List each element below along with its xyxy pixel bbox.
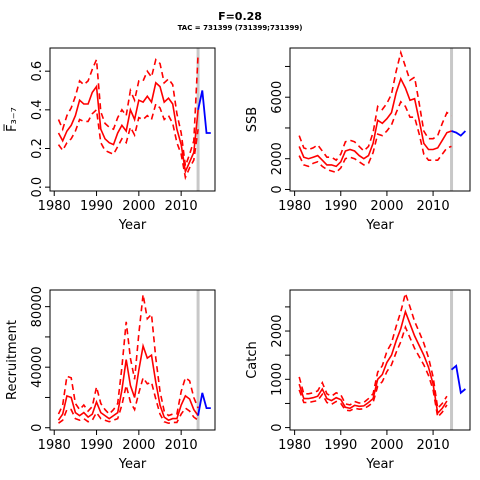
series-estimate	[298, 309, 448, 415]
x-tick-label: 2000	[370, 438, 403, 453]
x-tick-label: 1980	[38, 199, 71, 214]
series-projection	[450, 364, 466, 395]
y-axis-label: Catch	[245, 341, 260, 379]
panel-ssb: 1980 1990 2000 2010 0 2000 6000 Year SSB	[245, 47, 471, 233]
series-lower-ci	[298, 324, 448, 419]
series-estimate	[57, 81, 199, 175]
x-axis-label: Year	[118, 457, 147, 472]
series-estimate	[57, 342, 199, 422]
series-lower-ci	[57, 102, 199, 181]
y-tick-label: 0	[30, 424, 45, 432]
x-tick-label: 1980	[278, 438, 311, 453]
panel-recruitment: 1980 1990 2000 2010 0 40000 80000 Year Recruitme…	[5, 286, 216, 472]
series-upper-ci	[57, 53, 199, 167]
figure-title: F=0.28	[218, 10, 262, 23]
x-tick-label: 2000	[122, 199, 155, 214]
series-upper-ci	[298, 290, 448, 411]
x-tick-label: 2010	[417, 199, 450, 214]
y-tick-label: 0	[270, 423, 285, 431]
x-tick-label: 2010	[165, 199, 198, 214]
plot-frame	[289, 289, 471, 431]
y-axis-label: SSB	[245, 107, 260, 132]
x-axis-label: Year	[118, 218, 147, 233]
x-axis-label: Year	[365, 218, 394, 233]
x-tick-label: 1990	[80, 438, 113, 453]
y-tick-label: 0.0	[30, 177, 45, 198]
x-tick-label: 2000	[370, 199, 403, 214]
plot-frame	[49, 47, 216, 192]
series-lower-ci	[298, 100, 452, 174]
x-tick-label: 1980	[38, 438, 71, 453]
series-projection	[197, 392, 211, 416]
y-tick-label: 2000	[270, 314, 285, 347]
series-projection	[197, 90, 211, 134]
y-tick-label: 40000	[30, 347, 45, 388]
y-tick-label: 80000	[30, 286, 45, 327]
x-tick-label: 1980	[278, 199, 311, 214]
y-tick-label: 0.2	[30, 138, 45, 159]
series-estimate	[298, 76, 452, 168]
panel-fbar: 1980 1990 2000 2010 0.0 0.2 0.4 0.6 Year F̅₃₋₇	[4, 47, 216, 233]
x-tick-label: 2010	[165, 438, 198, 453]
y-axis-label: Recruitment	[5, 320, 20, 400]
series-lower-ci	[58, 375, 199, 425]
plot-frame	[49, 289, 216, 431]
series-upper-ci	[57, 294, 199, 417]
y-tick-label: 0.6	[30, 61, 45, 82]
y-tick-label: 1000	[270, 363, 285, 396]
y-axis-label: F̅₃₋₇	[4, 107, 20, 132]
figure-subtitle: TAC = 731399 (731399;731399)	[178, 24, 303, 32]
x-tick-label: 1990	[324, 438, 357, 453]
y-tick-label: 0	[270, 185, 285, 193]
x-axis-label: Year	[365, 457, 394, 472]
y-tick-label: 0.4	[30, 99, 45, 120]
plot-frame	[289, 47, 471, 192]
x-tick-label: 2000	[122, 438, 155, 453]
y-tick-label: 6000	[270, 81, 285, 114]
y-tick-label: 2000	[270, 142, 285, 175]
x-tick-label: 1990	[324, 199, 357, 214]
x-tick-label: 1990	[80, 199, 113, 214]
series-projection	[451, 130, 467, 137]
series-upper-ci	[298, 49, 452, 162]
x-tick-label: 2010	[417, 438, 450, 453]
panel-catch: 1980 1990 2000 2010 0 1000 2000 Year Catch	[245, 289, 471, 472]
